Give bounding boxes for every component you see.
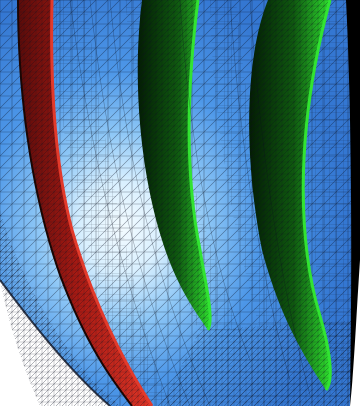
- circular-boundary: [0, 279, 111, 406]
- green-blade-right: [249, 0, 332, 391]
- green-blade-middle: [137, 0, 212, 331]
- right-white-sliver: [350, 260, 360, 406]
- right-dark-edge: [346, 0, 360, 406]
- red-blade: [17, 0, 154, 406]
- mesh-streamlines: [69, 0, 311, 406]
- fine-mesh-lower-left: [0, 210, 120, 406]
